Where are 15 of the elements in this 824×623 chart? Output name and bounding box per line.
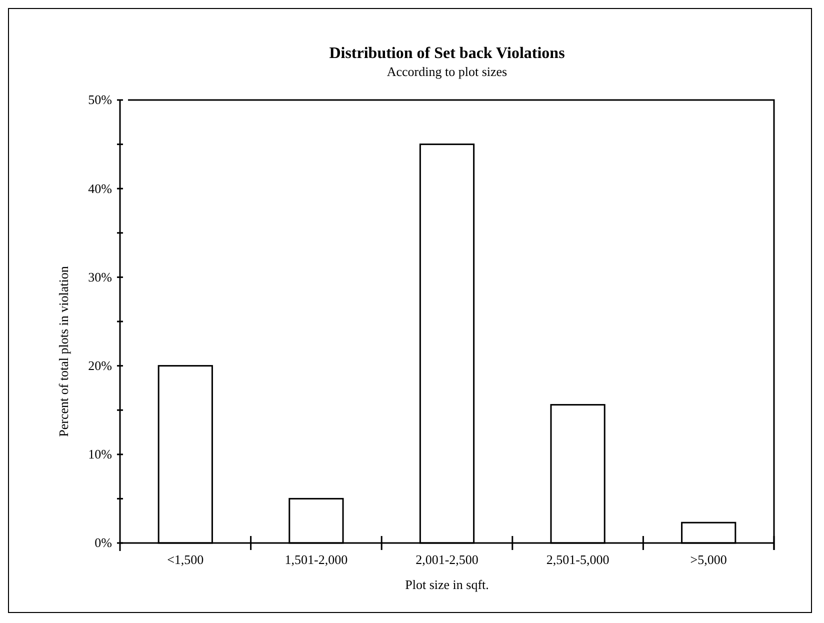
chart-title: Distribution of Set back Violations bbox=[329, 45, 565, 62]
y-tick-label: 10% bbox=[88, 446, 112, 462]
x-tick-label: 1,501-2,000 bbox=[284, 552, 348, 568]
x-tick-label: >5,000 bbox=[690, 552, 727, 568]
x-tick-label: 2,001-2,500 bbox=[416, 552, 478, 568]
chart-subtitle: According to plot sizes bbox=[386, 64, 508, 79]
x-tick-label: <1,500 bbox=[167, 552, 204, 568]
y-tick-label: 30% bbox=[88, 269, 112, 284]
y-tick-label: 20% bbox=[88, 358, 112, 373]
x-axis-title: Plot size in sqft. bbox=[405, 577, 489, 592]
y-tick-label: 40% bbox=[88, 180, 112, 196]
y-tick-label: 50% bbox=[88, 92, 112, 108]
x-tick-label: 2,501-5,000 bbox=[546, 552, 610, 568]
y-axis-title: Percent of total plots in violation bbox=[56, 266, 71, 437]
y-tick-label: 0% bbox=[94, 535, 112, 550]
